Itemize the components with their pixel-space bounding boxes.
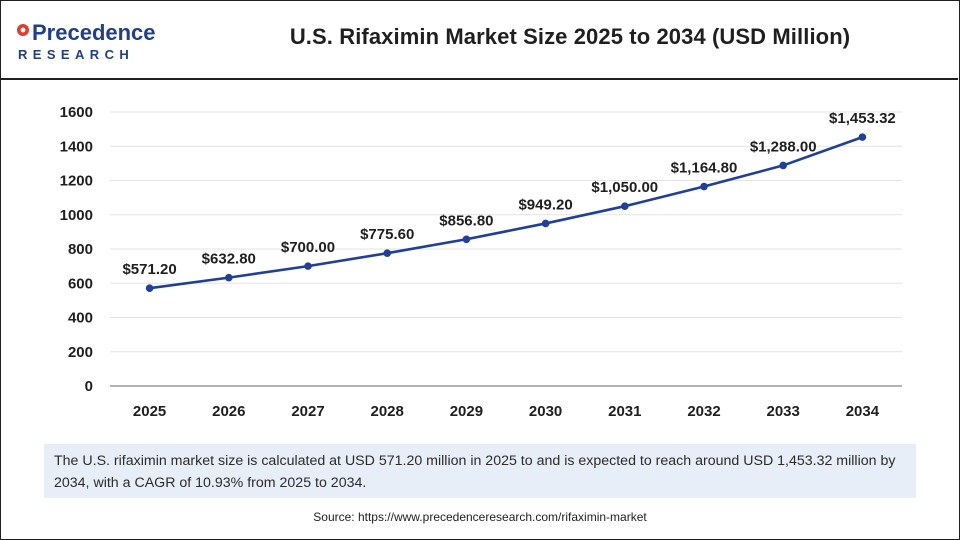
- summary-text: The U.S. rifaximin market size is calcul…: [54, 453, 896, 491]
- gridlines: [110, 111, 902, 353]
- data-point: [541, 219, 550, 228]
- data-point: [383, 249, 392, 257]
- brand-logo[interactable]: Precedence RESEARCH: [14, 14, 164, 66]
- x-tick-label: 2026: [212, 403, 245, 420]
- page-title: U.S. Rifaximin Market Size 2025 to 2034 …: [289, 24, 851, 49]
- x-axis-tick-labels: 2025 2026 2027 2028 2029 2030 2031 2032 2033 2034: [133, 403, 880, 420]
- data-label: $632.80: [202, 251, 256, 268]
- data-label: $1,453.32: [829, 110, 896, 127]
- data-point: [225, 273, 233, 282]
- x-tick-label: 2029: [450, 403, 483, 420]
- data-point: [304, 262, 312, 270]
- data-label: $1,164.80: [671, 160, 738, 177]
- data-label: $856.80: [439, 212, 493, 229]
- x-tick-label: 2025: [133, 403, 166, 420]
- series-line: [149, 135, 863, 290]
- brand-name: Precedence: [32, 20, 156, 45]
- y-tick-label: 1000: [60, 207, 93, 224]
- data-point: [462, 235, 471, 244]
- data-point: [700, 182, 708, 191]
- logo-mark-inner-icon: [20, 27, 26, 33]
- x-tick-label: 2031: [608, 403, 641, 420]
- source-note: Source: https://www.precedenceresearch.c…: [313, 510, 647, 524]
- data-label: $1,288.00: [750, 138, 817, 155]
- data-labels: $571.20 $632.80 $700.00 $775.60 $856.80 $949.…: [122, 110, 895, 278]
- y-tick-label: 0: [85, 378, 93, 395]
- y-tick-label: 800: [68, 241, 93, 258]
- x-tick-label: 2033: [767, 403, 800, 420]
- data-label: $700.00: [281, 239, 335, 256]
- header: Precedence RESEARCH U.S. Rifaximin Marke…: [0, 0, 958, 80]
- y-tick-label: 1600: [60, 104, 93, 121]
- data-point: [145, 284, 154, 292]
- data-point: [621, 202, 629, 210]
- x-tick-label: 2028: [371, 403, 404, 420]
- x-tick-label: 2032: [687, 403, 720, 420]
- data-point: [858, 133, 867, 141]
- x-tick-label: 2030: [529, 403, 562, 420]
- y-tick-label: 1400: [60, 138, 93, 155]
- summary-box: The U.S. rifaximin market size is calcul…: [44, 444, 916, 498]
- y-axis-tick-labels: 0 200 400 600 800 1000 1200 1400 1600: [60, 104, 93, 395]
- x-tick-label: 2027: [291, 403, 324, 420]
- y-tick-label: 200: [68, 344, 93, 361]
- brand-subname: RESEARCH: [18, 47, 134, 62]
- data-label: $571.20: [122, 261, 176, 278]
- data-label: $1,050.00: [591, 179, 658, 196]
- y-tick-label: 600: [68, 275, 93, 292]
- data-points: [145, 133, 867, 292]
- data-point: [779, 161, 787, 170]
- data-label: $949.20: [518, 196, 572, 213]
- x-tick-label: 2034: [846, 403, 880, 420]
- y-tick-label: 400: [68, 310, 93, 327]
- y-tick-label: 1200: [60, 173, 93, 190]
- data-label: $775.60: [360, 226, 414, 243]
